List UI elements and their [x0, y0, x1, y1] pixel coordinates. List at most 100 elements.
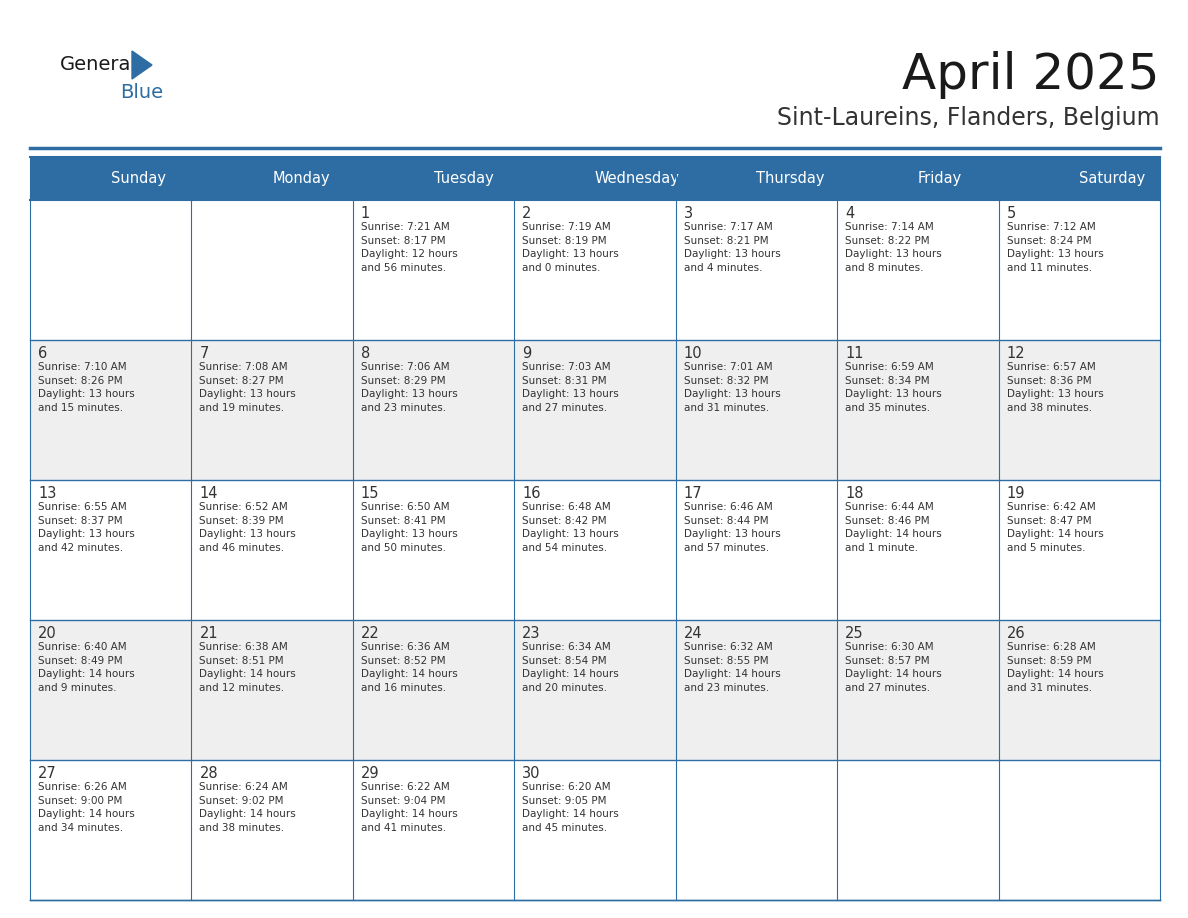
Bar: [191, 760, 353, 900]
Text: 24: 24: [684, 626, 702, 641]
Text: Sunrise: 6:57 AM
Sunset: 8:36 PM
Daylight: 13 hours
and 38 minutes.: Sunrise: 6:57 AM Sunset: 8:36 PM Dayligh…: [1006, 362, 1104, 413]
Text: 1: 1: [361, 206, 371, 221]
Text: 5: 5: [1006, 206, 1016, 221]
Bar: [676, 620, 838, 760]
Text: 21: 21: [200, 626, 219, 641]
Text: Sunrise: 6:24 AM
Sunset: 9:02 PM
Daylight: 14 hours
and 38 minutes.: Sunrise: 6:24 AM Sunset: 9:02 PM Dayligh…: [200, 782, 296, 833]
Text: 17: 17: [684, 486, 702, 501]
Text: 15: 15: [361, 486, 379, 501]
Text: Sunrise: 6:38 AM
Sunset: 8:51 PM
Daylight: 14 hours
and 12 minutes.: Sunrise: 6:38 AM Sunset: 8:51 PM Dayligh…: [200, 642, 296, 693]
Bar: [999, 620, 1159, 760]
Bar: [30, 340, 191, 480]
Text: April 2025: April 2025: [903, 51, 1159, 99]
Bar: [838, 200, 999, 340]
Bar: [30, 480, 191, 620]
Text: Sunrise: 7:08 AM
Sunset: 8:27 PM
Daylight: 13 hours
and 19 minutes.: Sunrise: 7:08 AM Sunset: 8:27 PM Dayligh…: [200, 362, 296, 413]
Text: 19: 19: [1006, 486, 1025, 501]
Bar: [514, 340, 676, 480]
Text: 10: 10: [684, 346, 702, 361]
Text: Monday: Monday: [272, 171, 330, 186]
Bar: [30, 620, 191, 760]
Bar: [838, 480, 999, 620]
Bar: [838, 340, 999, 480]
Text: Sunrise: 7:06 AM
Sunset: 8:29 PM
Daylight: 13 hours
and 23 minutes.: Sunrise: 7:06 AM Sunset: 8:29 PM Dayligh…: [361, 362, 457, 413]
Bar: [191, 340, 353, 480]
Text: Sunrise: 6:48 AM
Sunset: 8:42 PM
Daylight: 13 hours
and 54 minutes.: Sunrise: 6:48 AM Sunset: 8:42 PM Dayligh…: [523, 502, 619, 553]
Bar: [353, 480, 514, 620]
Bar: [353, 157, 514, 200]
Bar: [676, 340, 838, 480]
Text: Sunrise: 6:28 AM
Sunset: 8:59 PM
Daylight: 14 hours
and 31 minutes.: Sunrise: 6:28 AM Sunset: 8:59 PM Dayligh…: [1006, 642, 1104, 693]
Text: Sunrise: 7:03 AM
Sunset: 8:31 PM
Daylight: 13 hours
and 27 minutes.: Sunrise: 7:03 AM Sunset: 8:31 PM Dayligh…: [523, 362, 619, 413]
Text: 22: 22: [361, 626, 380, 641]
Bar: [999, 480, 1159, 620]
Text: Sunrise: 6:20 AM
Sunset: 9:05 PM
Daylight: 14 hours
and 45 minutes.: Sunrise: 6:20 AM Sunset: 9:05 PM Dayligh…: [523, 782, 619, 833]
Text: Sunrise: 7:10 AM
Sunset: 8:26 PM
Daylight: 13 hours
and 15 minutes.: Sunrise: 7:10 AM Sunset: 8:26 PM Dayligh…: [38, 362, 134, 413]
Text: Thursday: Thursday: [757, 171, 824, 186]
Text: 11: 11: [845, 346, 864, 361]
Text: Friday: Friday: [918, 171, 962, 186]
Bar: [353, 760, 514, 900]
Bar: [999, 760, 1159, 900]
Bar: [676, 200, 838, 340]
Bar: [999, 200, 1159, 340]
Bar: [353, 340, 514, 480]
Text: Sunrise: 7:14 AM
Sunset: 8:22 PM
Daylight: 13 hours
and 8 minutes.: Sunrise: 7:14 AM Sunset: 8:22 PM Dayligh…: [845, 222, 942, 273]
Text: Sunrise: 6:44 AM
Sunset: 8:46 PM
Daylight: 14 hours
and 1 minute.: Sunrise: 6:44 AM Sunset: 8:46 PM Dayligh…: [845, 502, 942, 553]
Bar: [514, 620, 676, 760]
Text: Sunrise: 6:52 AM
Sunset: 8:39 PM
Daylight: 13 hours
and 46 minutes.: Sunrise: 6:52 AM Sunset: 8:39 PM Dayligh…: [200, 502, 296, 553]
Text: 9: 9: [523, 346, 531, 361]
Bar: [999, 157, 1159, 200]
Text: 23: 23: [523, 626, 541, 641]
Text: 3: 3: [684, 206, 693, 221]
Text: 8: 8: [361, 346, 371, 361]
Text: Sunrise: 6:46 AM
Sunset: 8:44 PM
Daylight: 13 hours
and 57 minutes.: Sunrise: 6:46 AM Sunset: 8:44 PM Dayligh…: [684, 502, 781, 553]
Text: Wednesday: Wednesday: [595, 171, 680, 186]
Text: 12: 12: [1006, 346, 1025, 361]
Bar: [191, 480, 353, 620]
Text: Sunrise: 6:40 AM
Sunset: 8:49 PM
Daylight: 14 hours
and 9 minutes.: Sunrise: 6:40 AM Sunset: 8:49 PM Dayligh…: [38, 642, 134, 693]
Text: 18: 18: [845, 486, 864, 501]
Bar: [514, 200, 676, 340]
Text: 7: 7: [200, 346, 209, 361]
Text: 26: 26: [1006, 626, 1025, 641]
Text: 16: 16: [523, 486, 541, 501]
Text: Sunrise: 6:59 AM
Sunset: 8:34 PM
Daylight: 13 hours
and 35 minutes.: Sunrise: 6:59 AM Sunset: 8:34 PM Dayligh…: [845, 362, 942, 413]
Text: 29: 29: [361, 766, 379, 781]
Text: Sunrise: 7:01 AM
Sunset: 8:32 PM
Daylight: 13 hours
and 31 minutes.: Sunrise: 7:01 AM Sunset: 8:32 PM Dayligh…: [684, 362, 781, 413]
Bar: [676, 480, 838, 620]
Text: Sunrise: 6:30 AM
Sunset: 8:57 PM
Daylight: 14 hours
and 27 minutes.: Sunrise: 6:30 AM Sunset: 8:57 PM Dayligh…: [845, 642, 942, 693]
Text: 25: 25: [845, 626, 864, 641]
Text: Sunrise: 6:34 AM
Sunset: 8:54 PM
Daylight: 14 hours
and 20 minutes.: Sunrise: 6:34 AM Sunset: 8:54 PM Dayligh…: [523, 642, 619, 693]
Text: 27: 27: [38, 766, 57, 781]
Text: Sint-Laureins, Flanders, Belgium: Sint-Laureins, Flanders, Belgium: [777, 106, 1159, 130]
Text: Sunrise: 6:55 AM
Sunset: 8:37 PM
Daylight: 13 hours
and 42 minutes.: Sunrise: 6:55 AM Sunset: 8:37 PM Dayligh…: [38, 502, 134, 553]
Text: 30: 30: [523, 766, 541, 781]
Text: 6: 6: [38, 346, 48, 361]
Polygon shape: [132, 51, 152, 79]
Bar: [191, 620, 353, 760]
Bar: [30, 200, 191, 340]
Text: Sunrise: 7:17 AM
Sunset: 8:21 PM
Daylight: 13 hours
and 4 minutes.: Sunrise: 7:17 AM Sunset: 8:21 PM Dayligh…: [684, 222, 781, 273]
Text: 20: 20: [38, 626, 57, 641]
Text: 28: 28: [200, 766, 219, 781]
Text: Saturday: Saturday: [1079, 171, 1145, 186]
Bar: [30, 157, 191, 200]
Bar: [353, 200, 514, 340]
Bar: [514, 760, 676, 900]
Text: Sunday: Sunday: [110, 171, 165, 186]
Bar: [191, 157, 353, 200]
Bar: [838, 620, 999, 760]
Text: Sunrise: 7:12 AM
Sunset: 8:24 PM
Daylight: 13 hours
and 11 minutes.: Sunrise: 7:12 AM Sunset: 8:24 PM Dayligh…: [1006, 222, 1104, 273]
Text: Sunrise: 6:32 AM
Sunset: 8:55 PM
Daylight: 14 hours
and 23 minutes.: Sunrise: 6:32 AM Sunset: 8:55 PM Dayligh…: [684, 642, 781, 693]
Bar: [676, 157, 838, 200]
Bar: [676, 760, 838, 900]
Text: 14: 14: [200, 486, 217, 501]
Text: Tuesday: Tuesday: [434, 171, 493, 186]
Bar: [30, 760, 191, 900]
Bar: [514, 480, 676, 620]
Bar: [191, 200, 353, 340]
Text: Sunrise: 6:26 AM
Sunset: 9:00 PM
Daylight: 14 hours
and 34 minutes.: Sunrise: 6:26 AM Sunset: 9:00 PM Dayligh…: [38, 782, 134, 833]
Text: 4: 4: [845, 206, 854, 221]
Text: 13: 13: [38, 486, 56, 501]
